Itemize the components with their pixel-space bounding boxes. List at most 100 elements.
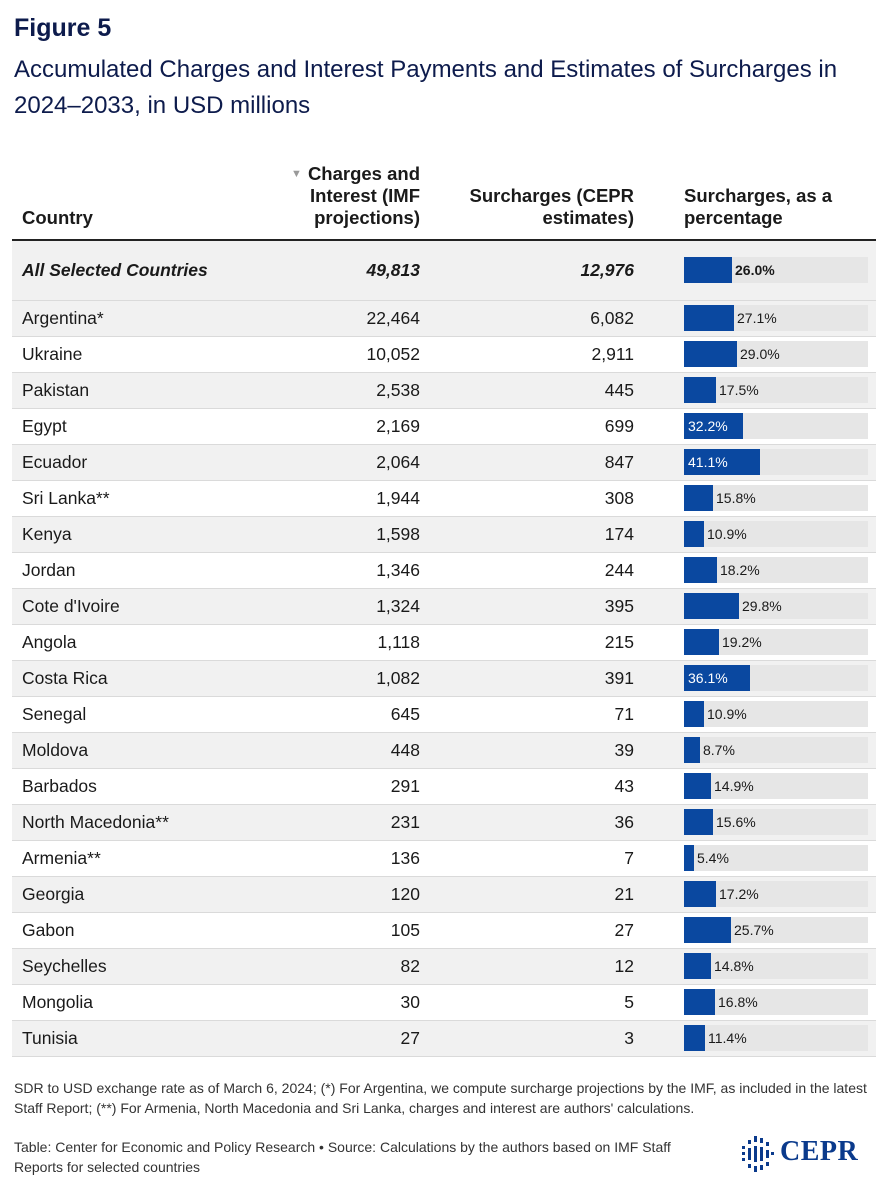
cell-country: Armenia** bbox=[22, 847, 101, 868]
cell-country: Moldova bbox=[22, 739, 89, 760]
bar-track: 5.4% bbox=[684, 845, 868, 871]
table-row: Costa Rica 1,082 391 36.1% bbox=[12, 660, 876, 696]
cell-country: Pakistan bbox=[22, 379, 90, 400]
cell-country: Ukraine bbox=[22, 343, 83, 364]
cell-charges: 1,346 bbox=[376, 559, 420, 580]
cell-surcharges: 7 bbox=[624, 847, 634, 868]
table-row: Barbados 291 43 14.9% bbox=[12, 768, 876, 804]
bar-data-label: 26.0% bbox=[735, 262, 775, 279]
bar-data-label: 15.6% bbox=[716, 814, 756, 830]
bar-track: 15.6% bbox=[684, 809, 868, 835]
cell-surcharges: 43 bbox=[614, 775, 634, 796]
table-row: Gabon 105 27 25.7% bbox=[12, 912, 876, 948]
cell-country: Angola bbox=[22, 631, 77, 652]
bar-data-label: 29.8% bbox=[742, 598, 782, 614]
cell-country: Mongolia bbox=[22, 991, 94, 1012]
bar bbox=[684, 521, 704, 547]
cell-surcharges: 308 bbox=[604, 487, 634, 508]
bar-track: 25.7% bbox=[684, 917, 868, 943]
bar-data-label: 27.1% bbox=[737, 310, 777, 326]
cell-country: Senegal bbox=[22, 703, 87, 724]
cell-country: Georgia bbox=[22, 883, 85, 904]
bar-track: 18.2% bbox=[684, 557, 868, 583]
header-row: Country ▼ Charges and Interest (IMF proje… bbox=[12, 155, 876, 241]
cell-percentage: 10.9% bbox=[634, 696, 876, 732]
bar bbox=[684, 989, 715, 1015]
bar-track: 8.7% bbox=[684, 737, 868, 763]
bar-data-label: 14.9% bbox=[714, 778, 754, 794]
bar bbox=[684, 773, 711, 799]
bar-data-label: 17.5% bbox=[719, 382, 759, 398]
cell-charges: 291 bbox=[390, 775, 420, 796]
table-row: Ecuador 2,064 847 41.1% bbox=[12, 444, 876, 480]
cepr-logo-mark-icon bbox=[742, 1136, 774, 1172]
cell-surcharges: 27 bbox=[614, 919, 634, 940]
figure-label: Figure 5 bbox=[14, 14, 112, 42]
bar bbox=[684, 1025, 705, 1051]
bar-data-label: 8.7% bbox=[703, 742, 735, 758]
cell-percentage: 15.8% bbox=[634, 480, 876, 516]
table-row: Ukraine 10,052 2,911 29.0% bbox=[12, 336, 876, 372]
bar-data-label: 17.2% bbox=[719, 886, 759, 902]
sort-descending-icon[interactable]: ▼ bbox=[291, 168, 302, 180]
header-surcharges[interactable]: Surcharges (CEPR estimates) bbox=[420, 155, 634, 241]
cell-percentage: 29.8% bbox=[634, 588, 876, 624]
table-row: Pakistan 2,538 445 17.5% bbox=[12, 372, 876, 408]
cell-percentage: 18.2% bbox=[634, 552, 876, 588]
cell-charges: 120 bbox=[390, 883, 420, 904]
cepr-logo-text: CEPR bbox=[780, 1136, 859, 1167]
bar-track: 41.1% bbox=[684, 449, 868, 475]
cell-surcharges: 215 bbox=[604, 631, 634, 652]
cell-charges: 105 bbox=[390, 919, 420, 940]
bar-data-label: 10.9% bbox=[707, 706, 747, 722]
cell-country: Gabon bbox=[22, 919, 75, 940]
cell-percentage: 10.9% bbox=[634, 516, 876, 552]
header-charges[interactable]: ▼ Charges and Interest (IMF projections) bbox=[272, 155, 420, 241]
cell-surcharges: 36 bbox=[614, 811, 634, 832]
cell-percentage: 25.7% bbox=[634, 912, 876, 948]
cell-percentage: 14.9% bbox=[634, 768, 876, 804]
cell-charges: 10,052 bbox=[366, 343, 420, 364]
cell-surcharges: 3 bbox=[624, 1027, 634, 1048]
cell-charges: 645 bbox=[390, 703, 420, 724]
table-row: Moldova 448 39 8.7% bbox=[12, 732, 876, 768]
bar-track: 10.9% bbox=[684, 701, 868, 727]
table-row: Georgia 120 21 17.2% bbox=[12, 876, 876, 912]
bar bbox=[684, 809, 713, 835]
footnote: SDR to USD exchange rate as of March 6, … bbox=[14, 1080, 867, 1116]
cell-charges: 82 bbox=[400, 955, 420, 976]
header-percentage[interactable]: Surcharges, as a percentage bbox=[634, 155, 876, 241]
bar-data-label: 10.9% bbox=[707, 526, 747, 542]
bar-track: 29.0% bbox=[684, 341, 868, 367]
bar bbox=[684, 665, 750, 691]
bar-track: 26.0% bbox=[684, 257, 868, 284]
cell-charges: 49,813 bbox=[366, 260, 420, 281]
bar bbox=[684, 629, 719, 655]
cell-percentage: 32.2% bbox=[634, 408, 876, 444]
bar-data-label: 14.8% bbox=[714, 958, 754, 974]
bar-data-label: 18.2% bbox=[720, 562, 760, 578]
cell-charges: 2,064 bbox=[376, 451, 420, 472]
cell-surcharges: 445 bbox=[604, 379, 634, 400]
cell-percentage: 8.7% bbox=[634, 732, 876, 768]
table-body: All Selected Countries 49,813 12,976 26.0% A… bbox=[12, 240, 876, 1056]
cell-surcharges: 391 bbox=[604, 667, 634, 688]
cell-percentage: 16.8% bbox=[634, 984, 876, 1020]
table-row: Armenia** 136 7 5.4% bbox=[12, 840, 876, 876]
cell-charges: 136 bbox=[390, 847, 420, 868]
cell-surcharges: 244 bbox=[604, 559, 634, 580]
cell-surcharges: 12,976 bbox=[580, 260, 634, 281]
table-row: Jordan 1,346 244 18.2% bbox=[12, 552, 876, 588]
cell-country: Costa Rica bbox=[22, 667, 108, 688]
bar-data-label: 19.2% bbox=[722, 634, 762, 650]
header-country[interactable]: Country bbox=[12, 155, 272, 241]
bar bbox=[684, 845, 694, 871]
cell-surcharges: 847 bbox=[604, 451, 634, 472]
table-row: Sri Lanka** 1,944 308 15.8% bbox=[12, 480, 876, 516]
bar bbox=[684, 881, 716, 907]
cell-percentage: 5.4% bbox=[634, 840, 876, 876]
cell-charges: 30 bbox=[400, 991, 420, 1012]
bar-data-label: 41.1% bbox=[688, 454, 728, 470]
cell-percentage: 27.1% bbox=[634, 300, 876, 336]
cell-percentage: 26.0% bbox=[634, 240, 876, 300]
